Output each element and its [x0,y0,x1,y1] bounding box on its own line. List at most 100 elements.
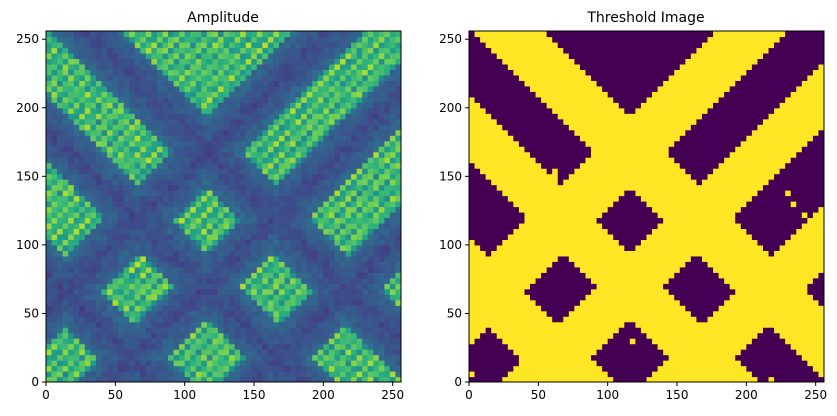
amplitude-cell [323,316,330,323]
amplitude-cell [95,206,103,213]
amplitude-cell [212,31,219,38]
threshold-cell [518,124,526,131]
threshold-cell [480,316,487,323]
threshold-cell [469,113,476,120]
amplitude-cell [151,343,158,350]
amplitude-cell [362,52,369,60]
amplitude-cell [46,47,53,54]
amplitude-cell [123,288,130,295]
threshold-cell [474,140,481,147]
threshold-cell [480,288,487,295]
amplitude-cell [334,343,341,350]
amplitude-cell [317,360,324,367]
amplitude-cell [46,113,53,120]
amplitude-cell [145,69,152,76]
amplitude-cell [317,151,324,158]
amplitude-cell [140,310,147,317]
amplitude-cell [168,222,175,230]
amplitude-cell [295,294,302,301]
amplitude-cell [84,162,91,169]
threshold-cell [502,52,509,60]
amplitude-cell [145,272,152,279]
amplitude-cell [334,140,341,147]
threshold-cell [507,85,514,92]
amplitude-cell [46,294,53,301]
amplitude-cell [217,168,225,175]
threshold-cell [518,162,526,169]
amplitude-cell [245,211,252,219]
amplitude-cell [62,96,69,103]
amplitude-cell [345,140,352,147]
amplitude-cell [251,272,258,279]
amplitude-cell [301,31,308,38]
amplitude-cell [145,206,152,213]
amplitude-cell [290,206,297,213]
amplitude-cell [389,201,397,208]
amplitude-cell [134,31,141,38]
amplitude-cell [362,107,369,114]
amplitude-cell [273,321,280,328]
threshold-cell [507,266,514,273]
amplitude-cell [284,288,291,295]
amplitude-cell [101,211,108,219]
threshold-cell [474,36,481,43]
amplitude-cell [212,360,219,367]
amplitude-cell [107,135,114,142]
amplitude-cell [95,91,103,98]
amplitude-cell [373,211,380,219]
amplitude-cell [90,239,97,246]
amplitude-cell [373,195,380,202]
amplitude-cell [90,157,97,164]
threshold-cell [513,310,520,317]
amplitude-cell [323,179,330,186]
amplitude-cell [112,146,119,153]
amplitude-cell [129,140,136,147]
amplitude-cell [339,349,347,356]
amplitude-cell [312,85,319,92]
amplitude-cell [84,365,91,372]
amplitude-cell [306,316,313,323]
amplitude-cell [278,272,286,279]
amplitude-cell [223,288,230,295]
amplitude-cell [334,47,341,54]
threshold-cell [502,327,509,334]
amplitude-cell [323,310,330,317]
amplitude-cell [317,168,324,175]
amplitude-cell [118,146,125,153]
amplitude-cell [284,41,291,49]
threshold-cell [524,140,531,147]
threshold-cell [535,124,542,131]
amplitude-cell [240,233,247,240]
amplitude-cell [262,91,269,98]
amplitude-cell [328,250,336,257]
amplitude-cell [118,349,125,356]
amplitude-cell [101,74,108,81]
amplitude-cell [107,266,114,273]
amplitude-cell [179,146,186,153]
amplitude-cell [118,179,125,186]
amplitude-cell [240,184,247,191]
amplitude-cell [195,294,202,301]
amplitude-cell [90,190,97,197]
threshold-cell [491,349,498,356]
amplitude-cell [312,74,319,81]
amplitude-cell [356,222,363,230]
amplitude-cell [62,85,69,92]
amplitude-cell [118,272,125,279]
amplitude-cell [140,371,147,378]
amplitude-cell [62,107,69,114]
threshold-cell [496,272,503,279]
amplitude-cell [295,283,302,290]
amplitude-cell [351,310,358,317]
amplitude-cell [179,184,186,191]
amplitude-cell [212,228,219,235]
amplitude-cell [278,365,286,372]
threshold-cell [496,283,503,290]
amplitude-cell [256,36,263,43]
threshold-cell [507,69,514,76]
amplitude-cell [79,338,86,345]
amplitude-cell [251,140,258,147]
amplitude-cell [79,222,86,230]
amplitude-cell [206,354,214,361]
